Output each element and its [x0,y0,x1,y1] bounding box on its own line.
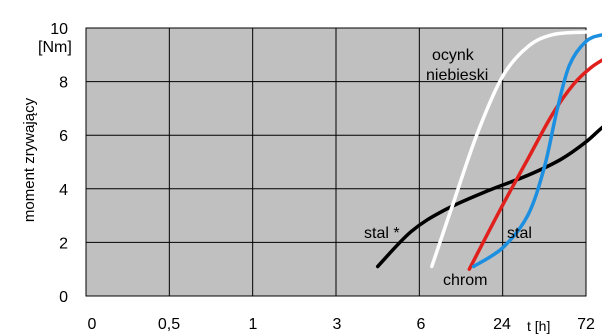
series-label-2: stal * [364,225,400,242]
series-label-3: stal [507,225,532,242]
y-axis-unit: [Nm] [38,39,72,56]
x-tick-label-2: 1 [249,316,258,333]
series-annotations: ocynk niebieski stal * stal chrom [364,47,532,289]
y-tick-label-0: 0 [59,289,68,306]
y-tick-label-3: 6 [59,128,68,145]
series-label-0: ocynk [432,47,475,64]
x-tick-label-5: 24 [493,316,511,333]
x-tick-label-1: 0,5 [158,316,180,333]
x-tick-label-4: 6 [417,316,426,333]
series-layer [375,29,602,271]
series-label-4: chrom [443,272,487,289]
grid-lines [86,28,586,296]
series-label-1: niebieski [426,67,488,84]
y-tick-label-2: 4 [59,182,68,199]
x-axis-label: t [h] [527,318,550,334]
series-line-1 [430,29,602,269]
y-tick-label-5: 10 [50,21,68,38]
x-tick-label-0: 0 [88,316,97,333]
series-line-3 [471,33,602,269]
y-tick-label-4: 8 [59,75,68,92]
x-tick-label-6: 72 [577,316,595,333]
y-tick-label-1: 2 [59,235,68,252]
y-axis-label: moment zrywający [21,97,38,222]
series-line-2 [467,58,602,271]
x-tick-label-3: 3 [333,316,342,333]
